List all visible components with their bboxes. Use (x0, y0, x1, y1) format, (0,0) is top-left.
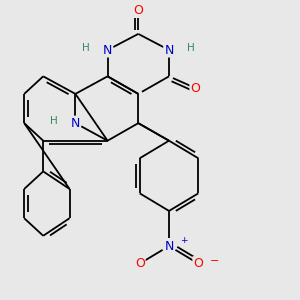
Text: −: − (209, 256, 219, 266)
Text: H: H (50, 116, 57, 126)
Text: O: O (135, 257, 145, 270)
Text: N: N (71, 117, 80, 130)
Text: N: N (164, 239, 174, 253)
Text: H: H (82, 43, 89, 53)
Text: +: + (180, 236, 188, 245)
Text: H: H (187, 43, 195, 53)
Text: O: O (193, 257, 203, 270)
Text: N: N (164, 44, 174, 56)
Text: O: O (134, 4, 143, 17)
Text: N: N (103, 44, 112, 56)
Text: O: O (190, 82, 200, 94)
